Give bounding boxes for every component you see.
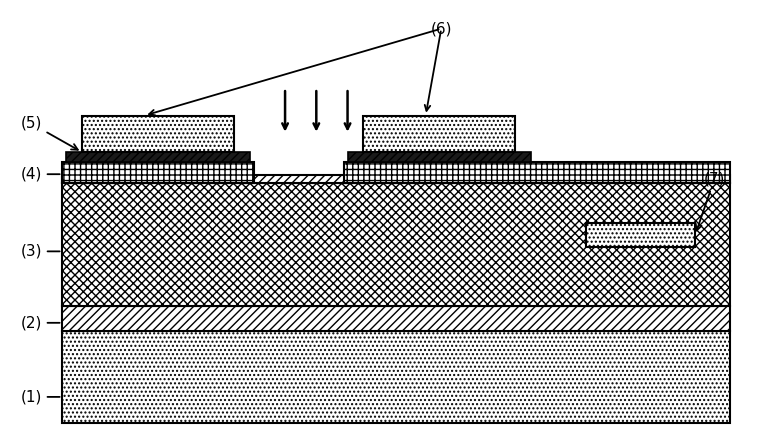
- Text: (2): (2): [20, 315, 59, 330]
- Bar: [62, 162, 254, 183]
- Bar: [62, 331, 730, 423]
- Text: (6): (6): [430, 21, 452, 36]
- Bar: [66, 152, 250, 162]
- Bar: [348, 152, 531, 162]
- Text: (4): (4): [20, 167, 59, 182]
- Text: (5): (5): [20, 116, 78, 150]
- Bar: [62, 306, 730, 331]
- Bar: [586, 223, 695, 247]
- Bar: [363, 116, 515, 152]
- Text: (3): (3): [20, 244, 59, 259]
- Bar: [344, 162, 730, 183]
- Bar: [62, 175, 730, 183]
- Bar: [82, 116, 234, 152]
- Text: (7): (7): [696, 171, 726, 231]
- Bar: [62, 183, 730, 306]
- Text: (1): (1): [20, 389, 59, 404]
